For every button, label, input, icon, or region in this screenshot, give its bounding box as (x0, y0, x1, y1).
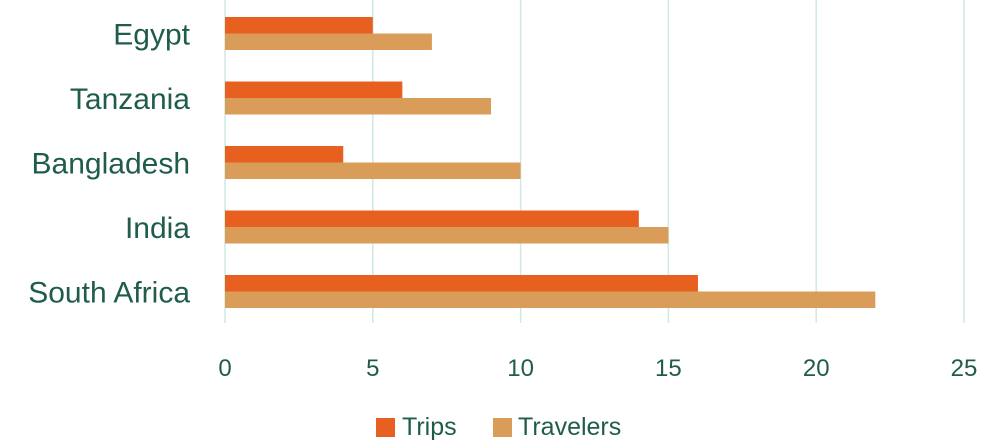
bar-trips (225, 17, 373, 34)
bar-trips (225, 81, 403, 98)
legend: Trips Travelers (376, 413, 621, 441)
x-axis-tick-labels: 0 5 10 15 20 25 (218, 355, 977, 382)
gridlines (224, 0, 965, 323)
bar-trips (225, 275, 698, 292)
bar-trips (225, 146, 344, 163)
legend-label-travelers: Travelers (518, 413, 621, 441)
x-tick-label: 25 (951, 355, 978, 382)
category-label: Egypt (113, 19, 190, 52)
category-labels: Egypt Tanzania Bangladesh India South Africa (28, 19, 190, 310)
legend-label-trips: Trips (402, 413, 457, 441)
x-tick-label: 5 (366, 355, 379, 382)
category-label: South Africa (28, 277, 190, 310)
x-tick-label: 10 (507, 355, 534, 382)
bar-travelers (225, 162, 521, 179)
bar-travelers (225, 291, 876, 308)
x-tick-label: 0 (218, 355, 231, 382)
bar-trips (225, 210, 639, 227)
category-label: India (125, 212, 190, 245)
bar-travelers (225, 33, 432, 50)
legend-swatch-travelers (493, 418, 512, 437)
x-tick-label: 15 (655, 355, 682, 382)
bar-travelers (225, 98, 492, 115)
x-tick-label: 20 (803, 355, 830, 382)
category-label: Bangladesh (32, 148, 190, 181)
bars (225, 17, 876, 308)
bar-travelers (225, 227, 669, 244)
legend-swatch-trips (376, 418, 395, 437)
category-label: Tanzania (70, 83, 190, 116)
